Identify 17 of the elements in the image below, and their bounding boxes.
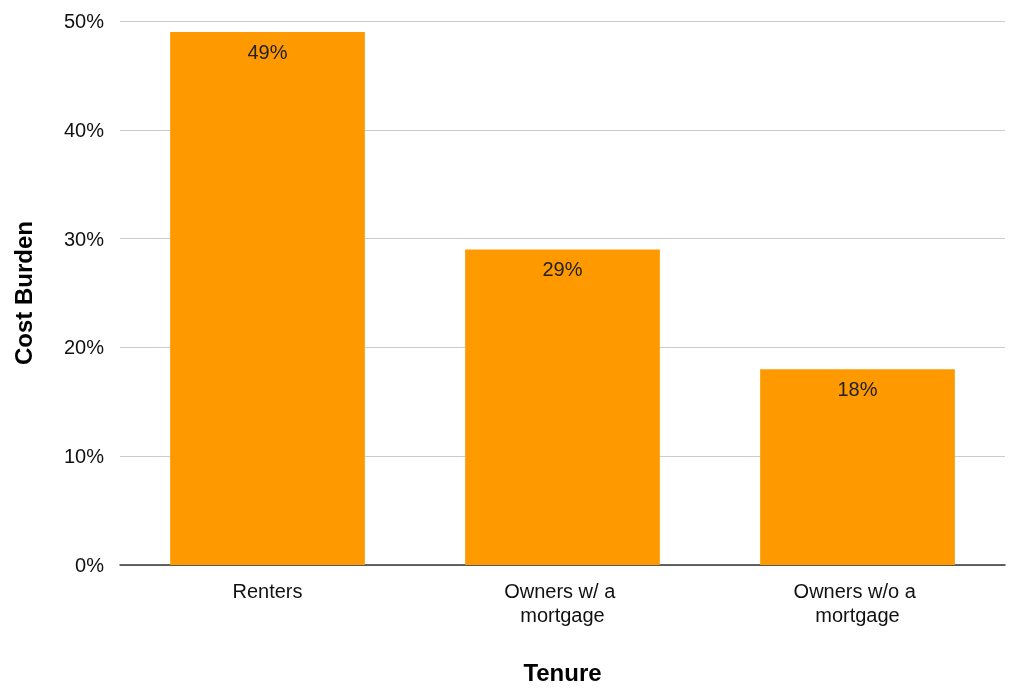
- y-tick-label: 40%: [63, 118, 105, 141]
- y-axis-title: Cost Burden: [9, 221, 37, 365]
- x-tick-label: Owners w/o a mortgage: [793, 580, 922, 626]
- y-tick-label: 10%: [63, 445, 105, 468]
- bar: [170, 31, 365, 565]
- data-label: 29%: [542, 258, 583, 281]
- data-label: 49%: [247, 40, 288, 63]
- x-axis-title: Tenure: [523, 658, 602, 686]
- data-label: 18%: [837, 378, 878, 401]
- bar: [760, 369, 955, 565]
- y-tick-label: 50%: [63, 10, 105, 32]
- x-tick-label: Renters: [232, 580, 303, 602]
- bar: [465, 249, 660, 565]
- y-tick-label: 20%: [63, 336, 105, 359]
- y-tick-label: 0%: [75, 554, 105, 576]
- y-tick-label: 30%: [63, 227, 105, 250]
- x-tick-label: Owners w/ a mortgage: [504, 580, 621, 626]
